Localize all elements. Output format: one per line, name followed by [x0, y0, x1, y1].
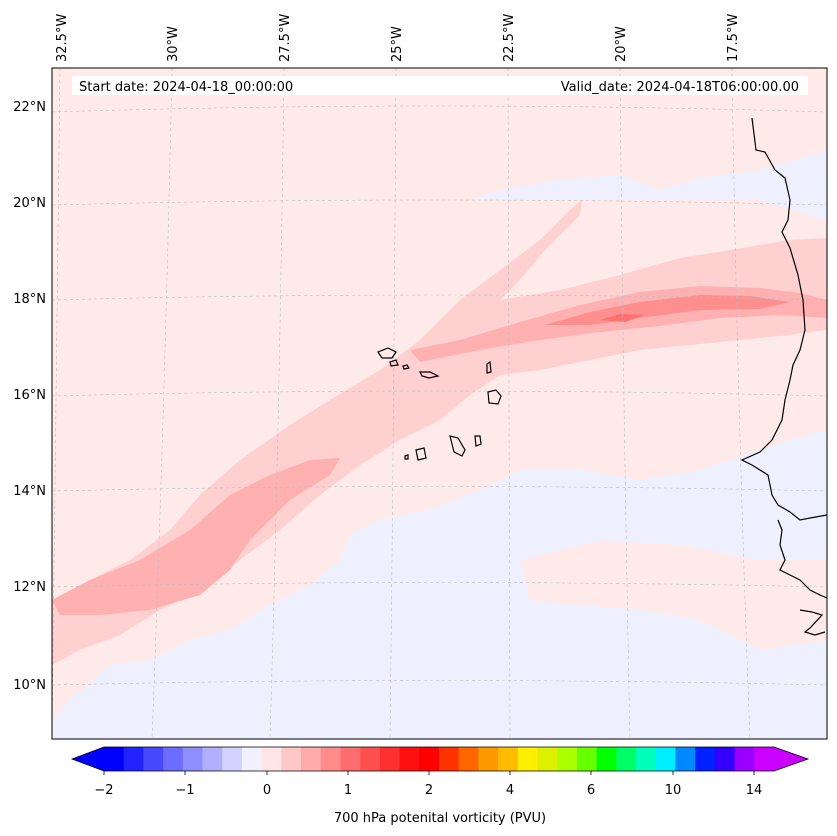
colorbar-segment — [439, 747, 460, 771]
lat-label: 18°N — [13, 292, 46, 307]
colorbar — [70, 746, 810, 775]
colorbar-segment — [241, 747, 263, 771]
colorbar-segment — [301, 747, 322, 771]
colorbar-segment — [636, 747, 657, 771]
lat-label: 16°N — [13, 388, 46, 403]
colorbar-segment — [714, 747, 736, 771]
pv-contour-high — [52, 458, 340, 615]
lon-label: 17.5°W — [726, 14, 741, 62]
island-maio — [474, 435, 482, 447]
island-sao-nicolau — [419, 371, 440, 379]
colorbar-segment — [458, 747, 479, 771]
island-boa-vista — [487, 389, 502, 405]
pv-contour-low-2 — [520, 540, 827, 650]
island-santiago — [449, 435, 466, 457]
colorbar-tick-label: 2 — [425, 783, 433, 798]
colorbar-tick-label: −1 — [175, 783, 194, 798]
colorbar-segment — [754, 747, 775, 771]
valid-date-label: Valid_date: 2024-04-18T06:00:00.00 — [561, 80, 799, 95]
colorbar-segment — [675, 747, 696, 771]
colorbar-segment — [557, 747, 578, 771]
colorbar-segment — [261, 747, 282, 771]
island-santa-luzia — [402, 364, 410, 370]
colorbar-segment — [478, 747, 499, 771]
map-frame — [51, 67, 828, 740]
colorbar-segment — [340, 747, 361, 771]
colorbar-segment — [399, 747, 420, 771]
colorbar-segment — [360, 747, 381, 771]
start-date-label: Start date: 2024-04-18_00:00:00 — [79, 80, 293, 95]
colorbar-segment — [498, 747, 519, 771]
lon-label: 32.5°W — [55, 14, 70, 62]
coastline — [377, 117, 827, 636]
colorbar-segment — [202, 747, 223, 771]
colorbar-segment — [379, 747, 401, 771]
info-box — [72, 76, 808, 95]
colorbar-tick-label: 1 — [344, 783, 352, 798]
colorbar-segment — [537, 747, 558, 771]
colorbar-segment — [655, 747, 676, 771]
colorbar-segment — [320, 747, 341, 771]
colorbar-title: 700 hPa potenital vorticity (PVU) — [334, 811, 546, 826]
colorbar-segment — [734, 747, 755, 771]
africa-coastline — [740, 117, 827, 521]
colorbar-extend-right — [774, 747, 808, 771]
lat-label: 10°N — [13, 678, 46, 693]
colorbar-tick-label: −2 — [94, 783, 113, 798]
colorbar-tick-label: 14 — [746, 783, 763, 798]
colorbar-segment — [123, 747, 144, 771]
island-brava — [404, 454, 409, 460]
colorbar-tick-label: 4 — [506, 783, 514, 798]
lat-label: 20°N — [13, 196, 46, 211]
colorbar-segment — [163, 747, 184, 771]
colorbar-extend-left — [72, 747, 104, 771]
gridlines — [52, 68, 827, 739]
lon-label: 30°W — [166, 26, 181, 62]
colorbar-segment — [695, 747, 716, 771]
colorbar-segment — [281, 747, 302, 771]
lon-label: 22.5°W — [502, 14, 517, 62]
colorbar-segment — [222, 747, 243, 771]
lat-label: 14°N — [13, 484, 46, 499]
lon-tick-labels: 32.5°W 30°W 27.5°W 25°W 22.5°W 20°W 17.5… — [55, 14, 741, 62]
lat-label: 22°N — [13, 100, 46, 115]
colorbar-segment — [104, 747, 125, 771]
colorbar-tick-label: 10 — [665, 783, 682, 798]
lon-label: 25°W — [390, 26, 405, 62]
colorbar-segment — [182, 747, 204, 771]
island-fogo — [415, 447, 427, 461]
island-sao-vicente — [389, 359, 399, 367]
colorbar-segment — [143, 747, 164, 771]
lat-label: 12°N — [13, 580, 46, 595]
colorbar-tick-label: 0 — [263, 783, 271, 798]
colorbar-segment — [616, 747, 637, 771]
lon-label: 27.5°W — [278, 14, 293, 62]
pv-field — [52, 68, 827, 739]
lon-label: 20°W — [614, 26, 629, 62]
island-santo-antao — [377, 347, 397, 359]
lat-tick-labels: 22°N 20°N 18°N 16°N 14°N 12°N 10°N — [13, 100, 46, 693]
colorbar-segment — [596, 747, 617, 771]
pv-contour-max-2 — [600, 314, 645, 322]
pv-contour-max — [545, 295, 790, 325]
colorbar-segment — [419, 747, 440, 771]
island-sal — [486, 360, 492, 374]
colorbar-tick-label: 6 — [587, 783, 595, 798]
colorbar-segment — [517, 747, 539, 771]
colorbar-segment — [576, 747, 598, 771]
colorbar-ticks: −2 −1 0 1 2 4 6 10 14 — [94, 783, 762, 798]
